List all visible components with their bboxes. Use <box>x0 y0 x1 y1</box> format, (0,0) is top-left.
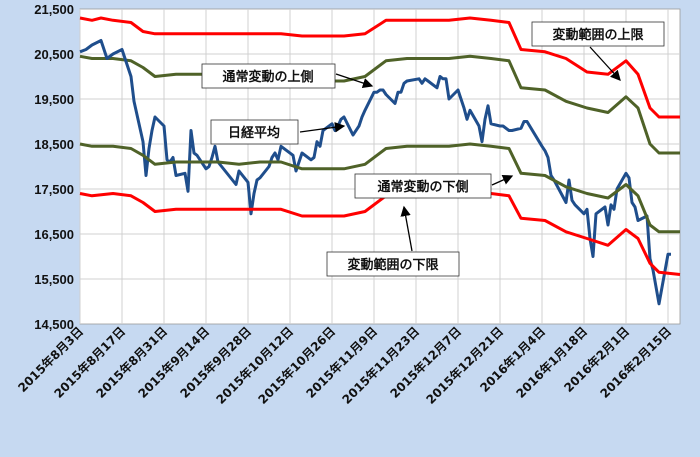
y-tick-label: 19,500 <box>34 92 74 107</box>
annotation-upper-normal-label: 通常変動の上側 <box>222 69 313 85</box>
annotation-upper-normal: 通常変動の上側 <box>201 63 374 89</box>
annotation-lower-normal: 通常変動の下側 <box>354 173 514 199</box>
y-tick-label: 21,500 <box>34 2 74 17</box>
y-tick-label: 16,500 <box>34 227 74 242</box>
x-tick-label: 2015年9月28日 <box>177 324 254 401</box>
x-tick-label: 2015年12月7日 <box>387 324 464 401</box>
annotation-lower-limit-label: 変動範囲の下限 <box>347 257 439 273</box>
series-line-nikkei <box>79 39 671 306</box>
y-tick-label: 18,500 <box>34 137 74 152</box>
x-tick-label: 2015年12月21日 <box>423 324 506 407</box>
annotation-nikkei-label: 日経平均 <box>228 125 280 141</box>
plot-area <box>79 8 681 325</box>
annotation-lower-limit: 変動範囲の下限 <box>326 205 460 277</box>
annotation-nikkei: 日経平均 <box>210 119 346 145</box>
y-tick-label: 17,500 <box>34 182 74 197</box>
x-tick-label: 2015年8月31日 <box>93 324 170 401</box>
x-axis-ticks: 2015年8月3日2015年8月17日2015年8月31日2015年9月14日2… <box>15 324 674 407</box>
annotation-lower-normal-label: 通常変動の下側 <box>377 179 468 195</box>
x-tick-label: 2015年8月17日 <box>51 324 128 401</box>
series-lines <box>79 16 681 306</box>
x-tick-label: 2015年9月14日 <box>135 324 212 401</box>
y-tick-label: 15,500 <box>34 272 74 287</box>
x-tick-label: 2015年10月26日 <box>255 324 338 407</box>
x-tick-label: 2015年11月23日 <box>339 324 422 407</box>
x-tick-label: 2016年2月15日 <box>597 324 674 401</box>
y-axis-ticks: 14,500 15,500 16,500 17,500 18,500 19,500 20,5… <box>34 2 74 332</box>
annotation-upper-limit: 変動範囲の上限 <box>531 21 665 81</box>
x-tick-label: 2015年10月12日 <box>213 324 296 407</box>
series-line-lower-normal <box>79 142 680 234</box>
annotation-upper-limit-label: 変動範囲の上限 <box>552 27 644 43</box>
series-line-upper-normal <box>79 54 680 155</box>
y-tick-label: 14,500 <box>34 317 74 332</box>
x-tick-label: 2015年11月9日 <box>303 324 380 401</box>
series-line-upper-limit <box>79 16 680 119</box>
y-tick-label: 20,500 <box>34 47 74 62</box>
x-tick-label: 2016年1月18日 <box>513 324 590 401</box>
